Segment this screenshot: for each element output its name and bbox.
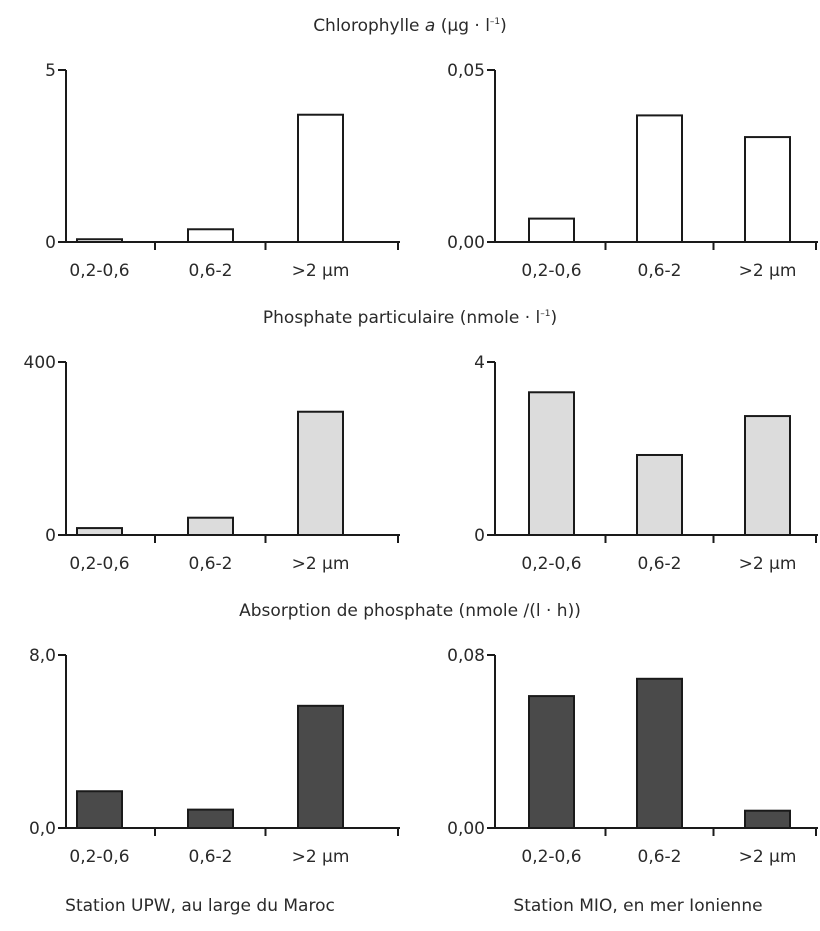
phosphate-upw-y-tick-label-2: 400 bbox=[24, 353, 56, 373]
chlorophylle-mio-bar-3 bbox=[744, 136, 791, 243]
chlorophylle-title-unit: (µg · l bbox=[435, 16, 490, 36]
phosphate-mio-x-tick-label-1: 0,2-0,6 bbox=[521, 554, 581, 574]
chlorophylle-upw-y-tick-label-2: 5 bbox=[45, 61, 56, 81]
chlorophylle-mio-x-tick-label-2: 0,6-2 bbox=[638, 261, 682, 281]
absorption-mio-bar-3 bbox=[744, 809, 791, 830]
phosphate-title: Phosphate particulaire (nmole · l–1) bbox=[0, 308, 820, 328]
chlorophylle-title-italic: a bbox=[424, 16, 436, 36]
station-mio-label: Station MIO, en mer Ionienne bbox=[513, 896, 763, 916]
phosphate-mio-bar-2 bbox=[636, 453, 683, 536]
phosphate-upw-x-tick-label-3: >2 µm bbox=[292, 554, 350, 574]
chlorophylle-upw-x-tick-label-1: 0,2-0,6 bbox=[69, 261, 129, 281]
phosphate-mio-y-tick-label-1: 0 bbox=[474, 526, 485, 546]
chlorophylle-title: Chlorophylle a (µg · l–1) bbox=[0, 16, 820, 36]
absorption-mio-bar-1 bbox=[528, 695, 575, 830]
chlorophylle-upw-x-tick-label-3: >2 µm bbox=[292, 261, 350, 281]
phosphate-upw-bar-1 bbox=[76, 527, 123, 537]
absorption-title-text: Absorption de phosphate (nmole /(l · h)) bbox=[239, 601, 581, 621]
phosphate-mio-bar-1 bbox=[528, 391, 575, 536]
station-upw-label: Station UPW, au large du Maroc bbox=[65, 896, 335, 916]
absorption-mio-y-tick-label-1: 0,00 bbox=[447, 819, 485, 839]
absorption-mio-x-tick-label-3: >2 µm bbox=[739, 847, 797, 867]
chlorophylle-mio-bar-2 bbox=[636, 114, 683, 243]
phosphate-upw-bar-3 bbox=[297, 410, 344, 536]
chlorophylle-mio-y-tick-label-2: 0,05 bbox=[447, 61, 485, 81]
phosphate-upw-x-tick-label-1: 0,2-0,6 bbox=[69, 554, 129, 574]
chlorophylle-mio-x-tick-label-3: >2 µm bbox=[739, 261, 797, 281]
absorption-upw-y-tick-label-1: 0,0 bbox=[29, 819, 56, 839]
absorption-upw-x-tick-label-2: 0,6-2 bbox=[189, 847, 233, 867]
absorption-upw-bar-3 bbox=[297, 704, 344, 829]
chlorophylle-upw-bar-3 bbox=[297, 113, 344, 243]
absorption-upw-x-tick-label-3: >2 µm bbox=[292, 847, 350, 867]
phosphate-title-prefix: Phosphate particulaire (nmole · l bbox=[262, 308, 541, 328]
absorption-mio-y-tick-label-2: 0,08 bbox=[447, 646, 485, 666]
chlorophylle-mio-bar-1 bbox=[528, 217, 575, 244]
chlorophylle-upw-bar-2 bbox=[187, 228, 234, 244]
chlorophylle-upw-x-tick-label-2: 0,6-2 bbox=[189, 261, 233, 281]
absorption-upw-y-tick-label-2: 8,0 bbox=[29, 646, 56, 666]
phosphate-upw-x-tick-label-2: 0,6-2 bbox=[189, 554, 233, 574]
chlorophylle-title-sup: –1 bbox=[489, 17, 501, 27]
chlorophylle-mio-y-tick-label-1: 0,00 bbox=[447, 233, 485, 253]
absorption-title: Absorption de phosphate (nmole /(l · h)) bbox=[0, 601, 820, 621]
chlorophylle-title-close: ) bbox=[500, 16, 507, 36]
absorption-mio-bar-2 bbox=[636, 677, 683, 829]
absorption-upw-bar-1 bbox=[76, 790, 123, 829]
chlorophylle-mio-x-tick-label-1: 0,2-0,6 bbox=[521, 261, 581, 281]
chlorophylle-title-prefix: Chlorophylle bbox=[313, 16, 425, 36]
phosphate-title-close: ) bbox=[550, 308, 558, 328]
phosphate-mio-x-tick-label-3: >2 µm bbox=[739, 554, 797, 574]
absorption-mio-x-tick-label-1: 0,2-0,6 bbox=[521, 847, 581, 867]
phosphate-mio-bar-3 bbox=[744, 415, 791, 536]
phosphate-mio-x-tick-label-2: 0,6-2 bbox=[638, 554, 682, 574]
absorption-upw-bar-2 bbox=[187, 808, 234, 830]
phosphate-mio-y-tick-label-2: 4 bbox=[474, 353, 485, 373]
chlorophylle-upw-y-tick-label-1: 0 bbox=[45, 233, 56, 253]
phosphate-upw-y-tick-label-1: 0 bbox=[45, 526, 56, 546]
phosphate-upw-bar-2 bbox=[187, 516, 234, 537]
absorption-mio-x-tick-label-2: 0,6-2 bbox=[638, 847, 682, 867]
absorption-upw-x-tick-label-1: 0,2-0,6 bbox=[69, 847, 129, 867]
phosphate-title-sup: –1 bbox=[540, 309, 551, 319]
